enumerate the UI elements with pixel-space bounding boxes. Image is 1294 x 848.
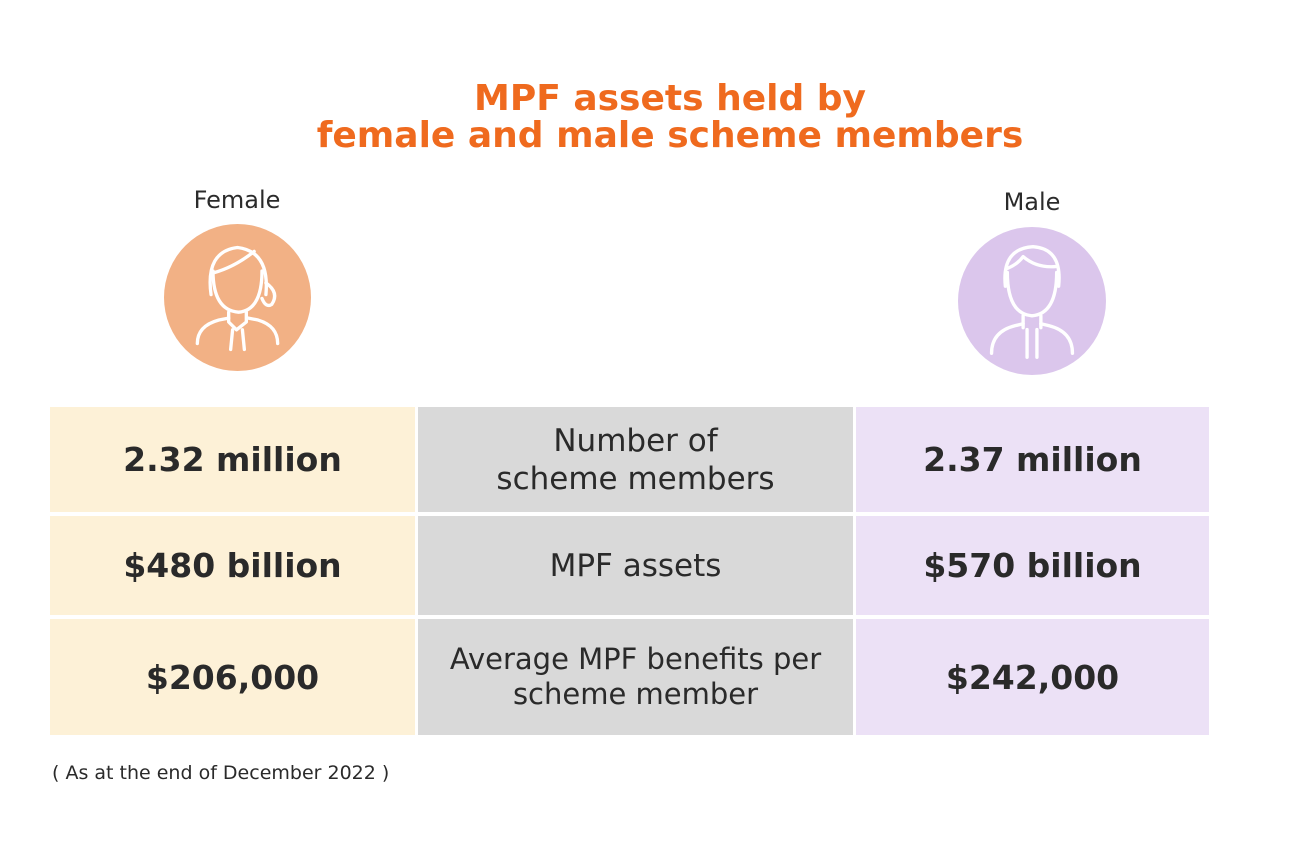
- date-note: ( As at the end of December 2022 ): [52, 762, 390, 784]
- male-value: $570 billion: [923, 546, 1142, 585]
- female-value-cell-row-2: $480 billion: [50, 516, 415, 615]
- metric-label: MPF assets: [549, 547, 722, 584]
- male-value-cell-row-1: 2.37 million: [856, 407, 1209, 512]
- male-value-cell-row-2: $570 billion: [856, 516, 1209, 615]
- female-value: $206,000: [145, 657, 320, 697]
- female-person-icon: [164, 224, 311, 371]
- male-value: 2.37 million: [923, 440, 1142, 479]
- male-label: Male: [1003, 188, 1061, 216]
- metric-cell-row-2: MPF assets: [418, 516, 853, 615]
- female-value-cell-row-3: $206,000: [50, 619, 415, 735]
- metric-label: Average MPF benefits per scheme member: [449, 642, 822, 711]
- male-value-cell-row-3: $242,000: [856, 619, 1209, 735]
- male-person-icon: [958, 227, 1106, 375]
- female-value: 2.32 million: [123, 440, 342, 479]
- metric-cell-row-1: Number of scheme members: [418, 407, 853, 512]
- female-value: $480 billion: [123, 546, 342, 585]
- male-value: $242,000: [945, 657, 1120, 697]
- female-value-cell-row-1: 2.32 million: [50, 407, 415, 512]
- metric-label: Number of scheme members: [496, 422, 775, 497]
- chart-title-line-2: female and male scheme members: [316, 115, 1024, 156]
- metric-cell-row-3: Average MPF benefits per scheme member: [418, 619, 853, 735]
- female-label: Female: [193, 186, 281, 214]
- chart-title-line-1: MPF assets held by: [474, 78, 866, 119]
